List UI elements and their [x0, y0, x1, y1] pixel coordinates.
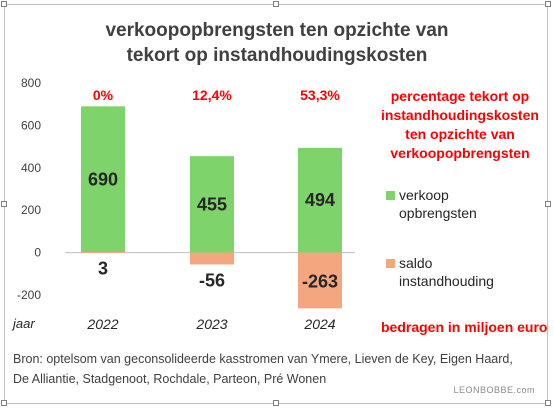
resize-handle-bottom-right[interactable] — [545, 400, 551, 406]
value-labels: 690 455 494 3 -56 -263 — [88, 169, 338, 291]
percentage-labels: 0% 12,4% 53,3% — [93, 87, 341, 103]
bar-verkoop-2022 — [81, 106, 125, 253]
resize-handle-bottom-middle[interactable] — [273, 400, 279, 406]
y-tick-label: 800 — [21, 76, 41, 90]
bar-verkoop-2023 — [190, 156, 234, 253]
tekort-annotation: percentage tekort op instandhoudingskost… — [381, 88, 539, 161]
legend-label-verkoop-line-2: opbrengsten — [399, 205, 477, 221]
y-tick-label: 200 — [21, 203, 41, 217]
bar-saldo-2022 — [81, 251, 125, 253]
bar-saldo-2023 — [190, 252, 234, 265]
chart: verkoopopbrengsten ten opzichte van teko… — [11, 20, 547, 395]
percentage-label: 53,3% — [300, 87, 340, 103]
annotation-line-1: percentage tekort op — [391, 88, 529, 104]
value-label-saldo: -56 — [199, 270, 225, 290]
category-label: 2024 — [303, 316, 335, 332]
legend-swatch-saldo — [386, 259, 395, 268]
legend-label-saldo-line-2: instandhouding — [399, 273, 494, 289]
y-tick-label: 0 — [34, 246, 41, 260]
category-axis-label: jaar — [11, 316, 35, 331]
category-label: 2022 — [86, 316, 118, 332]
resize-handle-bottom-left[interactable] — [1, 400, 7, 406]
resize-handle-top-middle[interactable] — [273, 1, 279, 7]
chart-title: verkoopopbrengsten ten opzichte van teko… — [105, 20, 448, 66]
percentage-label: 0% — [93, 87, 114, 103]
y-tick-label: 600 — [21, 118, 41, 132]
resize-handle-top-left[interactable] — [1, 1, 7, 7]
category-label: 2023 — [195, 316, 227, 332]
source-line-2: De Alliantie, Stadgenoot, Rochdale, Part… — [13, 372, 326, 386]
y-tick-label: -200 — [17, 288, 41, 302]
resize-handle-middle-right[interactable] — [545, 201, 551, 207]
value-label-saldo: 3 — [98, 259, 108, 279]
percentage-label: 12,4% — [192, 87, 232, 103]
source-note: Bron: optelsom van geconsolideerde kasst… — [13, 352, 513, 386]
y-axis: -200 0 200 400 600 800 — [17, 76, 41, 302]
units-note: bedragen in miljoen euro — [381, 319, 547, 335]
value-label-verkoop: 690 — [88, 169, 118, 189]
bars — [81, 106, 342, 309]
annotation-line-3: ten opzichte van — [405, 126, 515, 142]
chart-title-line-2: tekort op instandhoudingskosten — [127, 45, 428, 66]
annotation-line-2: instandhoudingskosten — [381, 107, 539, 123]
category-labels: 2022 2023 2024 — [86, 316, 335, 332]
chart-title-line-1: verkoopopbrengsten ten opzichte van — [105, 20, 448, 41]
y-tick-label: 400 — [21, 161, 41, 175]
legend: verkoop opbrengsten saldo instandhouding — [386, 187, 494, 289]
annotation-line-4: verkoopopbrengsten — [390, 145, 529, 161]
chart-frame: verkoopopbrengsten ten opzichte van teko… — [4, 4, 548, 404]
legend-swatch-verkoop — [386, 191, 395, 200]
legend-label-saldo-line-1: saldo — [399, 255, 433, 271]
legend-label-verkoop-line-1: verkoop — [399, 187, 449, 203]
bar-verkoop-2024 — [298, 147, 342, 253]
resize-handle-top-right[interactable] — [545, 1, 551, 7]
watermark: LEONBOBBE.com — [453, 385, 535, 395]
value-label-verkoop: 494 — [305, 190, 335, 210]
resize-handle-middle-left[interactable] — [1, 201, 7, 207]
bar-saldo-2024 — [298, 252, 342, 309]
source-line-1: Bron: optelsom van geconsolideerde kasst… — [13, 352, 513, 366]
value-label-verkoop: 455 — [197, 194, 227, 214]
value-label-saldo: -263 — [302, 271, 338, 291]
